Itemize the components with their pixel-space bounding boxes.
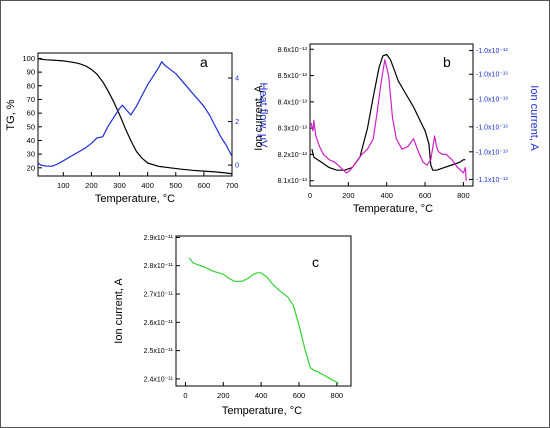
panel-b-label: b (443, 54, 451, 70)
panel-a-label: a (200, 54, 208, 70)
panel-a-x-tick-label: 300 (113, 181, 126, 190)
panel-b-left-y-tick-label: 8.1x10⁻¹³ (278, 178, 308, 185)
panel-a-left-y-tick-label: 70 (27, 95, 35, 104)
panel-c-x-tick-label: 200 (217, 391, 230, 400)
panel-b-x-axis-label: Temperature, °C (353, 203, 433, 215)
panel-b-right-y-tick-label: -1.0x10⁻¹³ (476, 97, 508, 104)
panel-b-series (310, 53, 467, 181)
panel-a-x-tick-label: 200 (85, 181, 98, 190)
panel-a-x-tick-label: 100 (57, 181, 70, 190)
panel-b-right-y-axis-label: Ion current, A (528, 85, 540, 151)
panel-c-x-tick-label: 800 (331, 391, 344, 400)
panel-a-x-tick-label: 600 (198, 181, 211, 190)
panel-b-left-y-tick-label: 8.6x10⁻¹³ (278, 47, 308, 54)
panel-a-series-line-1 (37, 57, 233, 175)
panel-a-left-y-tick-label: 60 (27, 109, 35, 118)
panel-a-x-ticks: 100 200 300 400 500 600 700 (57, 172, 238, 190)
panel-b-left-y-axis-label: Ion current, A (253, 85, 265, 151)
panel-a-right-y-tick-label: 2 (235, 117, 239, 126)
panel-b-x-tick-label: 0 (308, 191, 312, 200)
panel-a: 100 200 300 400 500 600 700 203040506070809010… (5, 52, 269, 205)
panel-b-left-y-tick-label: 8.4x10⁻¹³ (278, 99, 308, 106)
panel-b-right-y-tick-label: -1.0x10⁻¹³ (476, 124, 508, 131)
panel-b-right-y-tick-label: -1.0x10⁻¹³ (476, 72, 508, 79)
panel-a-x-tick-label: 700 (226, 181, 239, 190)
panel-a-left-y-tick-label: 90 (27, 68, 35, 77)
panel-c-series-line-1 (188, 257, 339, 384)
panel-b-plot-frame (309, 43, 474, 187)
panel-a-left-y-axis-label: TG, % (5, 99, 17, 130)
panel-a-left-y-tick-label: 20 (27, 163, 35, 172)
panel-a-right-y-tick-label: 4 (235, 74, 239, 83)
panel-c-x-tick-label: 0 (183, 391, 187, 400)
panel-a-plot-frame (37, 52, 233, 177)
panel-b-series-line-1 (311, 53, 466, 171)
panel-b-right-y-tick-label: -1.0x10⁻¹³ (476, 149, 508, 156)
panel-b-right-y-tick-label: -1.0x10⁻¹³ (476, 48, 508, 55)
panel-c-y-tick-label: 2.7x10⁻¹¹ (144, 292, 174, 299)
panel-a-series (37, 57, 233, 175)
panel-a-x-tick-label: 500 (170, 181, 183, 190)
panel-b-x-tick-label: 800 (457, 191, 470, 200)
panel-c-y-tick-label: 2.6x10⁻¹¹ (144, 320, 174, 327)
panel-c-x-ticks: 0 200 400 600 800 (183, 382, 343, 400)
panel-a-left-y-ticks: 20 30 40 50 60 70 80 90 100 (22, 54, 42, 172)
panel-a-right-y-axis-label: Heat flow, μV (257, 82, 269, 148)
panel-c-y-tick-label: 2.4x10⁻¹¹ (144, 376, 174, 383)
panel-a-series-line-2 (37, 61, 233, 167)
panel-b-left-y-tick-label: 8.3x10⁻¹³ (278, 126, 308, 133)
panel-b-x-tick-label: 200 (342, 191, 355, 200)
panel-a-left-y-tick-label: 30 (27, 150, 35, 159)
panel-c: 0 200 400 600 800 2.4x10⁻¹¹ 2.5x10⁻¹¹ 2.6x10⁻¹… (113, 235, 352, 417)
panel-c-x-axis-label: Temperature, °C (222, 405, 302, 417)
panel-c-y-tick-label: 2.5x10⁻¹¹ (144, 348, 174, 355)
panel-c-label: c (312, 254, 319, 270)
panel-b-series-line-2 (310, 59, 467, 181)
panel-b-right-y-tick-label: -1.1x10⁻¹³ (476, 177, 508, 184)
panel-b-x-ticks: 0 200 400 600 800 (308, 182, 470, 200)
panel-a-left-y-tick-label: 80 (27, 81, 35, 90)
panel-c-x-tick-label: 400 (255, 391, 268, 400)
panel-a-x-tick-label: 400 (141, 181, 154, 190)
panel-c-y-axis-label: Ion current, A (113, 278, 125, 344)
panel-a-right-y-tick-label: 0 (235, 161, 239, 170)
panel-b: 0 200 400 600 800 8.1x10⁻¹³ 8.2x10⁻¹³ 8.3x10⁻¹… (253, 43, 540, 215)
panel-b-right-y-ticks: -1.0x10⁻¹³ -1.0x10⁻¹³ -1.0x10⁻¹³ -1.0x10⁻¹³… (469, 48, 508, 184)
panel-a-left-y-tick-label: 40 (27, 136, 35, 145)
panel-b-left-y-tick-label: 8.5x10⁻¹³ (278, 73, 308, 80)
panel-a-left-y-tick-label: 50 (27, 122, 35, 131)
panel-a-x-axis-label: Temperature, °C (95, 193, 175, 205)
panel-a-right-y-ticks: 0 2 4 (228, 74, 239, 170)
panel-a-left-y-tick-label: 100 (22, 54, 35, 63)
panel-c-x-tick-label: 600 (293, 391, 306, 400)
panel-b-x-tick-label: 400 (380, 191, 393, 200)
panel-c-y-tick-label: 2.8x10⁻¹¹ (144, 263, 174, 270)
panel-b-x-tick-label: 600 (419, 191, 432, 200)
panel-c-y-tick-label: 2.9x10⁻¹¹ (144, 235, 174, 242)
panel-b-left-y-tick-label: 8.2x10⁻¹³ (278, 152, 308, 159)
panel-c-series (188, 257, 339, 384)
panel-c-plot-frame (175, 235, 352, 387)
panel-c-y-ticks: 2.4x10⁻¹¹ 2.5x10⁻¹¹ 2.6x10⁻¹¹ 2.7x10⁻¹¹ 2.8x… (144, 235, 180, 383)
